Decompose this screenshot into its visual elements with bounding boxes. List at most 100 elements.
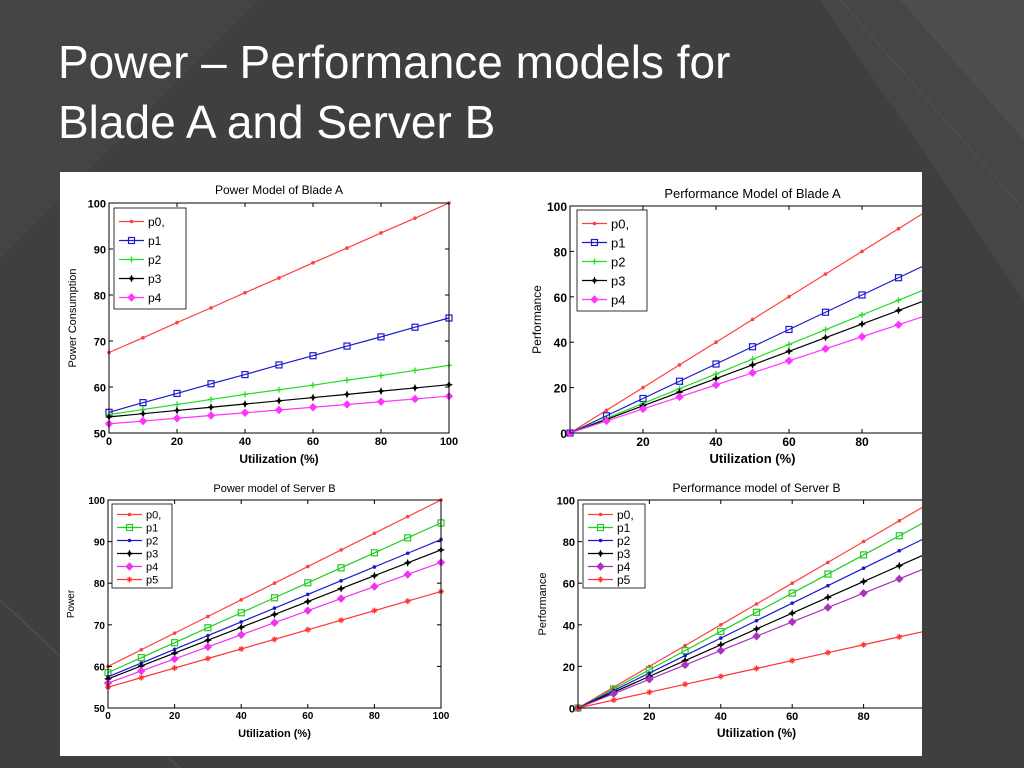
data-point — [681, 646, 689, 655]
data-point — [172, 631, 177, 635]
data-point — [404, 598, 411, 605]
chart-power-server-b: Power model of Server B 0 20 40 60 80 100 50 60 7… — [66, 483, 450, 740]
y-tick-label: 0 — [569, 704, 575, 716]
x-tick-label: 80 — [375, 436, 387, 448]
data-point — [378, 372, 384, 379]
data-point — [405, 514, 410, 519]
data-point — [139, 399, 147, 407]
data-point — [787, 617, 797, 627]
data-point — [861, 566, 866, 571]
series-p5 — [575, 631, 922, 711]
legend-box — [113, 207, 187, 310]
data-point — [405, 551, 410, 556]
data-point — [823, 603, 833, 612]
data-point — [173, 389, 181, 398]
data-point — [677, 363, 682, 367]
data-point — [239, 620, 243, 624]
y-tick-label: 40 — [563, 620, 575, 632]
legend-box — [576, 209, 648, 312]
legend-swatch-marker — [590, 276, 599, 285]
data-point — [641, 385, 645, 390]
y-tick-label: 60 — [94, 383, 106, 395]
series-line — [108, 317, 450, 413]
data-point — [376, 397, 386, 406]
data-point — [824, 570, 832, 578]
legend-label: p0, — [611, 217, 629, 232]
legend-label: p4 — [611, 293, 625, 308]
data-point — [896, 633, 903, 640]
x-tick-label: 40 — [239, 436, 251, 448]
data-point — [410, 394, 420, 404]
legend-label: p2 — [611, 255, 625, 270]
data-point — [752, 624, 761, 633]
data-point — [411, 323, 419, 331]
data-point — [412, 367, 418, 374]
data-point — [754, 602, 759, 606]
y-tick-label: 20 — [563, 662, 575, 674]
series-p4 — [565, 316, 922, 438]
data-point — [137, 654, 145, 662]
data-point — [372, 565, 377, 569]
data-point — [272, 606, 277, 610]
data-point — [750, 317, 755, 322]
series-line — [107, 522, 442, 674]
data-point — [270, 594, 279, 602]
data-point — [241, 370, 249, 379]
data-point — [822, 326, 829, 333]
data-point — [372, 531, 377, 536]
series-p1 — [104, 519, 445, 677]
data-point — [371, 607, 378, 614]
data-point — [785, 347, 793, 356]
data-point — [711, 380, 721, 390]
data-point — [785, 325, 793, 334]
y-tick-label: 60 — [563, 579, 575, 591]
series-line — [569, 316, 922, 434]
chart-title: Power Model of Blade A — [215, 183, 343, 197]
data-point — [237, 609, 245, 617]
data-point — [303, 597, 312, 606]
figure-panel: Power Model of Blade A 0 20 40 60 80 100 50 60 70… — [60, 172, 922, 756]
legend-label: p2 — [617, 534, 631, 548]
data-point — [897, 519, 902, 523]
data-point — [681, 656, 690, 665]
data-point — [675, 392, 684, 402]
data-point — [752, 608, 761, 616]
data-point — [753, 665, 760, 672]
data-point — [238, 645, 245, 652]
x-tick-label: 0 — [105, 711, 111, 722]
x-axis-label: Utilization (%) — [239, 452, 318, 466]
data-point — [857, 332, 867, 341]
data-point — [343, 390, 351, 399]
x-tick-label: 60 — [302, 711, 314, 722]
data-point — [170, 639, 179, 647]
data-point — [206, 614, 210, 619]
data-point — [824, 649, 831, 656]
plot-frame — [107, 499, 442, 709]
y-axis-label: Performance — [530, 285, 544, 354]
data-point — [342, 400, 352, 409]
x-axis-label: Utilization (%) — [717, 726, 796, 740]
data-point — [379, 231, 383, 235]
legend-swatch-marker — [126, 576, 133, 583]
legend-swatch-marker — [590, 295, 599, 304]
data-point — [821, 308, 830, 316]
data-point — [303, 606, 313, 615]
data-point — [237, 623, 246, 632]
series-p0 — [107, 201, 451, 355]
y-tick-label: 80 — [563, 537, 575, 549]
data-point — [790, 601, 794, 605]
x-tick-label: 20 — [169, 711, 181, 722]
legend: p0, p1 p2 p3 p4 — [576, 209, 648, 312]
y-axis-label: Performance — [537, 573, 549, 636]
data-point — [206, 411, 216, 420]
data-point — [275, 361, 283, 369]
legend-swatch-marker — [127, 293, 136, 302]
chart-title: Performance model of Server B — [672, 481, 840, 495]
series-p4 — [104, 391, 454, 429]
data-point — [784, 356, 794, 366]
legend-label: p0, — [146, 510, 161, 522]
legend-swatch-marker — [125, 523, 134, 532]
data-point — [337, 584, 346, 593]
data-point — [712, 360, 720, 368]
